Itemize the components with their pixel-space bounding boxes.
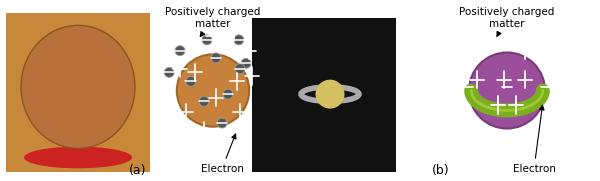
Ellipse shape — [186, 76, 196, 87]
Ellipse shape — [177, 54, 249, 127]
Ellipse shape — [164, 68, 174, 77]
Ellipse shape — [175, 46, 185, 56]
Ellipse shape — [199, 96, 209, 106]
Ellipse shape — [316, 80, 344, 109]
Ellipse shape — [234, 35, 244, 45]
Ellipse shape — [241, 58, 251, 68]
Text: Electron: Electron — [200, 134, 244, 174]
Ellipse shape — [202, 35, 212, 45]
Ellipse shape — [21, 25, 135, 148]
Bar — [6, 13, 150, 172]
Bar — [252, 18, 396, 172]
Ellipse shape — [217, 118, 227, 128]
Ellipse shape — [211, 53, 221, 63]
Text: Electron: Electron — [512, 105, 556, 174]
Text: Positively charged
matter: Positively charged matter — [460, 7, 554, 36]
Text: (a): (a) — [129, 164, 147, 177]
Text: (b): (b) — [432, 164, 450, 177]
Ellipse shape — [471, 71, 543, 110]
Ellipse shape — [235, 64, 245, 74]
Ellipse shape — [469, 52, 545, 129]
Ellipse shape — [24, 147, 132, 168]
Text: Positively charged
matter: Positively charged matter — [166, 7, 260, 37]
Ellipse shape — [223, 89, 233, 99]
